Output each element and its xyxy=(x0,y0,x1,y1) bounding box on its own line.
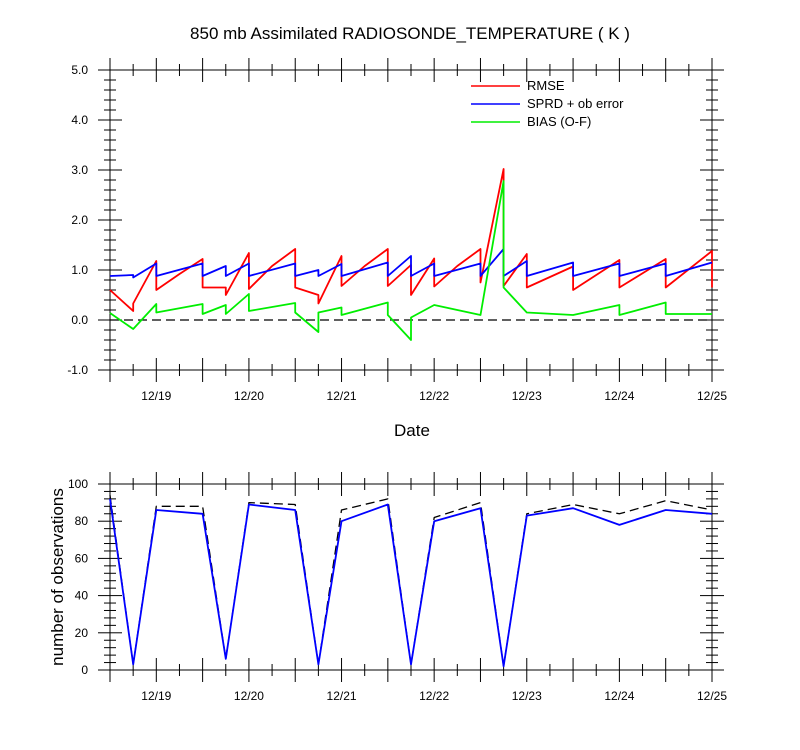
bottom-x-tick-label: 12/22 xyxy=(419,689,449,703)
top-y-tick-label: 0.0 xyxy=(71,313,88,327)
bottom-x-tick-label: 12/21 xyxy=(327,689,357,703)
top-x-tick-label: 12/20 xyxy=(234,389,264,403)
top-y-tick-label: 2.0 xyxy=(71,213,88,227)
top-x-tick-label: 12/22 xyxy=(419,389,449,403)
top-series-sprd-ob-error xyxy=(109,248,713,279)
legend-label-rmse: RMSE xyxy=(527,78,565,93)
bottom-y-tick-label: 80 xyxy=(75,514,89,528)
bottom-x-tick-label: 12/24 xyxy=(604,689,634,703)
bottom-x-tick-label: 12/20 xyxy=(234,689,264,703)
bottom-ticks: 12/19 12/20 12/21 12/22 12/23 12/24 12/25 0 20 40… xyxy=(68,472,727,703)
legend-label-sprd: SPRD + ob error xyxy=(527,96,624,111)
top-series-rmse xyxy=(109,168,713,312)
top-x-tick-label: 12/23 xyxy=(512,389,542,403)
bottom-lines xyxy=(109,495,713,668)
bottom-series-solid xyxy=(109,498,713,668)
top-y-tick-label: 1.0 xyxy=(71,263,88,277)
legend: RMSE SPRD + ob error BIAS (O-F) xyxy=(471,78,624,129)
top-x-tick-label: 12/19 xyxy=(141,389,171,403)
top-lines xyxy=(109,168,713,341)
bottom-x-tick-label: 12/19 xyxy=(141,689,171,703)
chart-title: 850 mb Assimilated RADIOSONDE_TEMPERATUR… xyxy=(190,24,630,43)
top-y-tick-label: 4.0 xyxy=(71,113,88,127)
bottom-y-tick-label: 60 xyxy=(75,551,89,565)
bottom-y-tick-label: 20 xyxy=(75,626,89,640)
top-plot: 12/19 12/20 12/21 12/22 12/23 12/24 12/25 -1.0 0… xyxy=(67,58,727,440)
bottom-x-tick-label: 12/23 xyxy=(512,689,542,703)
bottom-plot-frame xyxy=(109,483,713,671)
bottom-y-tick-label: 0 xyxy=(81,663,88,677)
top-series-bias-o-f xyxy=(109,180,712,341)
bottom-x-tick-label: 12/25 xyxy=(697,689,727,703)
top-y-tick-label: 5.0 xyxy=(71,63,88,77)
top-y-tick-label: -1.0 xyxy=(67,363,88,377)
top-x-tick-label: 12/21 xyxy=(327,389,357,403)
top-y-tick-label: 3.0 xyxy=(71,163,88,177)
legend-label-bias: BIAS (O-F) xyxy=(527,114,591,129)
top-x-tick-label: 12/25 xyxy=(697,389,727,403)
bottom-series-dashed xyxy=(109,495,713,667)
top-ticks: 12/19 12/20 12/21 12/22 12/23 12/24 12/25 -1.0 0… xyxy=(67,58,727,403)
bottom-plot: 12/19 12/20 12/21 12/22 12/23 12/24 12/25 0 20 40… xyxy=(48,472,727,703)
bottom-y-tick-label: 100 xyxy=(68,477,88,491)
x-axis-label: Date xyxy=(394,421,430,440)
y-axis-label-observations: number of observations xyxy=(48,488,67,666)
top-x-tick-label: 12/24 xyxy=(604,389,634,403)
bottom-y-tick-label: 40 xyxy=(75,589,89,603)
